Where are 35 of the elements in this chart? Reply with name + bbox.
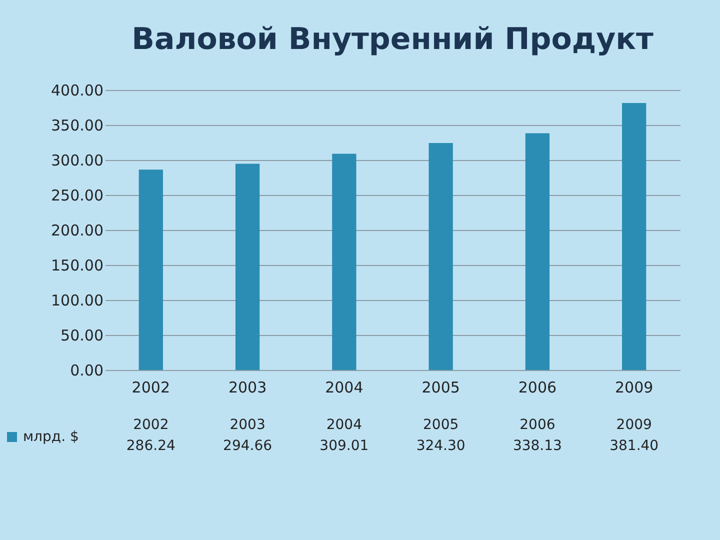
- text: 309.01: [320, 438, 369, 454]
- x-tick-label: 2009: [615, 378, 654, 396]
- category-label: 2004: [326, 417, 362, 433]
- x-tick-label: 2006: [518, 378, 557, 396]
- text: 324.30: [416, 438, 466, 454]
- category-label: 2002: [133, 417, 169, 433]
- bar: [138, 170, 163, 370]
- bar: [525, 133, 550, 370]
- x-tick-label: 2005: [422, 378, 460, 396]
- bar: [235, 164, 260, 370]
- y-tick-label: 50.00: [60, 326, 104, 344]
- bar: [428, 142, 453, 370]
- y-tick-label: 350.00: [51, 116, 104, 134]
- y-tick-label: 0.00: [70, 362, 104, 380]
- bar: [622, 103, 646, 370]
- x-tick-label: 2002: [132, 378, 170, 396]
- y-tick-label: 250.00: [51, 186, 104, 204]
- text: 381.40: [610, 438, 659, 454]
- text: 338.13: [512, 438, 562, 454]
- y-tick-label: 400.00: [51, 82, 104, 100]
- text: 294.66: [223, 438, 272, 454]
- bar: [332, 154, 356, 370]
- y-tick-label: 300.00: [51, 152, 104, 170]
- y-tick-label: 150.00: [51, 256, 104, 274]
- chart-title: Валовой Внутренний Продукт: [132, 22, 654, 57]
- category-label: 2009: [616, 417, 652, 433]
- category-label: 2003: [230, 417, 266, 433]
- category-label: 2006: [520, 417, 556, 433]
- x-tick-label: 2003: [228, 378, 267, 396]
- x-tick-label: 2004: [325, 378, 364, 396]
- text: 286.24: [126, 438, 176, 454]
- legend-label: млрд. $: [23, 429, 79, 445]
- category-label: 2005: [423, 417, 459, 433]
- y-tick-label: 200.00: [51, 222, 104, 240]
- y-tick-label: 100.00: [51, 292, 104, 310]
